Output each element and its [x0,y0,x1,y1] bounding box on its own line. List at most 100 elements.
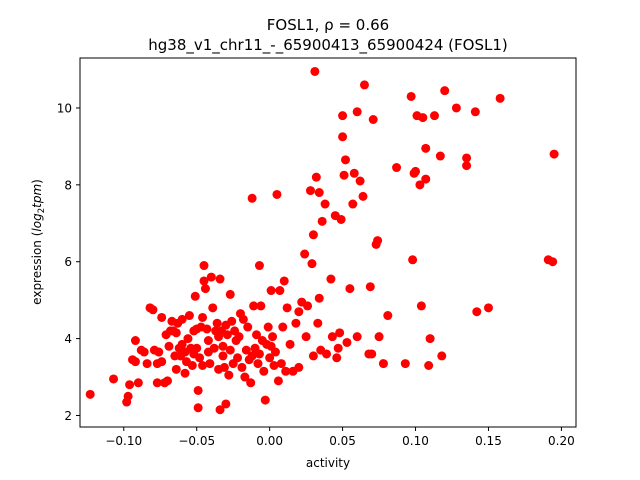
x-tick-label: 0.05 [329,434,356,448]
scatter-point [374,332,384,342]
scatter-point [192,343,202,353]
y-tick-label: 4 [64,332,72,346]
x-axis-ticks: −0.10 −0.05 0.00 0.05 0.10 0.15 0.20 [105,427,575,448]
scatter-point [549,149,559,159]
scatter-point [359,80,369,90]
scatter-point [415,180,425,190]
scatter-point [171,328,181,338]
scatter-point [294,307,304,317]
scatter-point [408,255,418,265]
scatter-point [148,305,158,315]
scatter-point [200,284,210,294]
x-tick-label: 0.20 [548,434,575,448]
scatter-point [345,284,355,294]
scatter-point [171,364,181,374]
scatter-point [322,349,332,359]
scatter-point [247,351,257,361]
x-axis-label: activity [306,456,350,470]
scatter-point [125,380,135,390]
scatter-point [157,357,167,367]
scatter-point [275,286,285,296]
scatter-point [225,345,235,355]
scatter-point [259,366,269,376]
scatter-point [495,93,505,103]
scatter-point [266,286,276,296]
x-tick-label: −0.05 [178,434,215,448]
scatter-point [133,378,143,388]
scatter-point [142,359,152,369]
scatter-point [154,347,164,357]
scatter-point [303,301,313,311]
scatter-point [314,188,324,198]
data-points [85,66,559,415]
scatter-point [279,276,289,286]
scatter-point [373,236,383,246]
scatter-point [183,334,193,344]
scatter-point [190,291,200,301]
scatter-point [272,189,282,199]
scatter-point [435,151,445,161]
scatter-point [252,330,262,340]
scatter-point [308,230,318,240]
scatter-point [341,155,351,165]
scatter-point [307,259,317,269]
scatter-point [184,311,194,321]
scatter-point [276,359,286,369]
scatter-point [429,111,439,121]
y-tick-label: 8 [64,178,72,192]
chart-title-line1: FOSL1, ρ = 0.66 [267,16,389,34]
scatter-point [358,191,368,201]
scatter-point [246,378,256,388]
scatter-point [139,347,149,357]
scatter-point [348,199,358,209]
scatter-point [332,353,342,363]
scatter-point [411,166,421,176]
scatter-point [326,274,336,284]
scatter-point [352,332,362,342]
scatter-point [187,361,197,370]
y-axis-label-suffix: ) [30,179,44,184]
scatter-point [368,115,378,124]
scatter-point [215,274,225,284]
scatter-point [437,351,447,361]
scatter-point [301,332,311,342]
scatter-point [400,359,410,369]
scatter-point [152,378,162,388]
scatter-point [164,341,174,351]
scatter-point [193,403,203,413]
scatter-point [163,376,173,386]
scatter-point [416,301,426,311]
scatter-point [237,362,247,372]
scatter-point [281,366,291,376]
scatter-point [349,168,359,178]
scatter-point [268,332,278,342]
scatter-point [218,341,228,351]
scatter-point [339,170,349,180]
scatter-point [254,349,264,359]
scatter-point [202,324,212,334]
scatter-point [352,107,362,117]
scatter-point [313,318,323,328]
scatter-point [265,353,275,363]
y-tick-label: 6 [64,255,72,269]
scatter-point [233,353,243,363]
scatter-point [249,301,259,311]
scatter-point [234,332,244,342]
scatter-point [317,216,327,226]
scatter-point [335,328,345,338]
scatter-point [253,359,263,369]
scatter-point [336,214,346,224]
scatter-point [260,395,270,405]
scatter-point [218,351,228,361]
scatter-point [224,370,234,380]
scatter-point [177,339,187,349]
scatter-point [238,314,248,324]
scatter-point [365,282,375,292]
scatter-point [241,345,251,355]
scatter-point [462,161,472,171]
scatter-point [199,276,209,286]
scatter-point [269,361,279,370]
scatter-point [311,172,321,182]
scatter-point [294,362,304,372]
